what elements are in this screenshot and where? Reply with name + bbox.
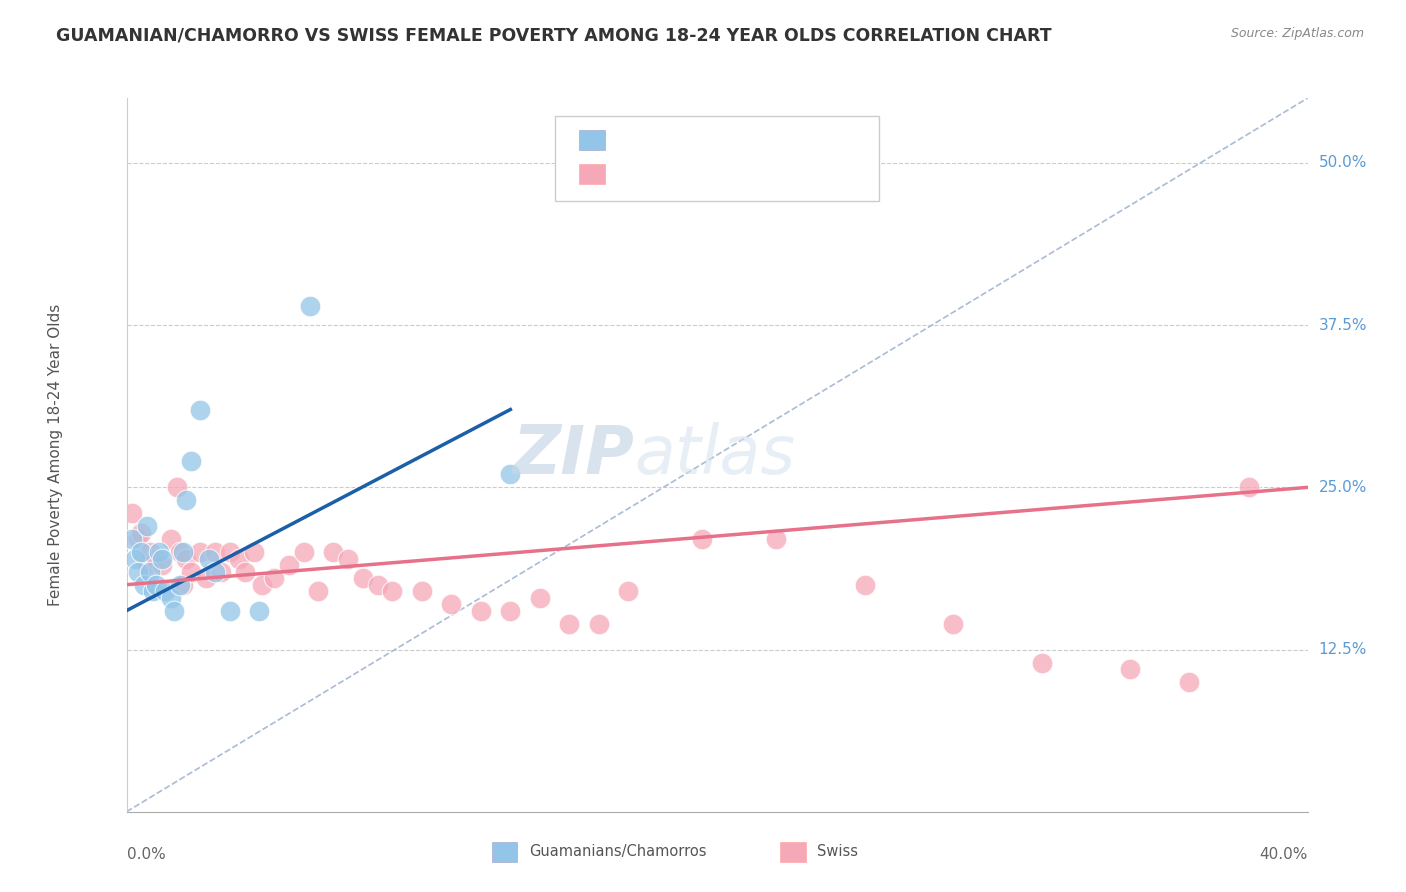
Point (198, 551, 221, 566)
Point (148, 545, 170, 559)
Point (204, 545, 226, 559)
Point (588, 616, 610, 631)
Point (292, 545, 315, 559)
Text: 12.5%: 12.5% (1319, 642, 1367, 657)
Point (853, 577, 876, 591)
Point (121, 506, 143, 520)
Text: R = 0.384: R = 0.384 (616, 131, 714, 149)
Point (188, 545, 211, 559)
Text: N = 47: N = 47 (738, 165, 806, 183)
Point (129, 545, 153, 559)
Point (209, 565, 232, 579)
Point (617, 584, 640, 599)
Point (124, 551, 146, 566)
Text: Female Poverty Among 18-24 Year Olds: Female Poverty Among 18-24 Year Olds (48, 304, 63, 606)
Point (322, 545, 344, 559)
Point (121, 533, 143, 547)
Point (499, 604, 522, 618)
Point (150, 558, 173, 573)
Point (242, 545, 264, 559)
Text: Source: ZipAtlas.com: Source: ZipAtlas.com (1230, 27, 1364, 40)
Point (169, 577, 191, 591)
Point (188, 402, 211, 417)
Text: ZIP: ZIP (513, 422, 634, 488)
Point (134, 577, 156, 591)
Text: 0.0%: 0.0% (127, 847, 166, 863)
Point (153, 584, 176, 599)
Point (765, 533, 787, 547)
Point (228, 551, 250, 566)
Point (558, 616, 581, 631)
Point (150, 551, 173, 566)
Text: R =  0.117: R = 0.117 (616, 165, 720, 183)
Text: N = 25: N = 25 (738, 131, 806, 149)
Point (352, 571, 374, 585)
Point (142, 584, 165, 599)
Point (278, 558, 301, 573)
Point (172, 577, 194, 591)
Point (252, 577, 274, 591)
Point (163, 604, 186, 618)
Point (1119, 662, 1142, 676)
Point (145, 551, 167, 566)
Text: GUAMANIAN/CHAMORRO VS SWISS FEMALE POVERTY AMONG 18-24 YEAR OLDS CORRELATION CHA: GUAMANIAN/CHAMORRO VS SWISS FEMALE POVER… (56, 27, 1052, 45)
Point (298, 299, 321, 313)
Point (219, 545, 242, 559)
Point (1178, 675, 1201, 690)
Text: Guamanians/Chamorros: Guamanians/Chamorros (529, 845, 706, 859)
Point (204, 565, 226, 579)
Point (139, 545, 162, 559)
Text: atlas: atlas (634, 422, 796, 488)
Point (139, 565, 162, 579)
Text: 25.0%: 25.0% (1319, 480, 1367, 495)
Text: 50.0%: 50.0% (1319, 155, 1367, 170)
Point (263, 571, 285, 585)
Point (233, 565, 256, 579)
Text: 40.0%: 40.0% (1260, 847, 1308, 863)
Point (136, 519, 159, 533)
Point (180, 565, 202, 579)
Point (166, 480, 188, 494)
Point (337, 551, 360, 566)
Point (1237, 480, 1260, 494)
Point (136, 558, 159, 573)
Point (499, 467, 522, 482)
Point (180, 454, 202, 468)
Point (145, 577, 167, 591)
Point (529, 591, 551, 605)
Point (219, 604, 242, 618)
Point (942, 616, 965, 631)
Text: Swiss: Swiss (817, 845, 858, 859)
Point (127, 533, 149, 547)
Point (127, 565, 149, 579)
Point (172, 545, 194, 559)
Point (195, 571, 218, 585)
Point (307, 584, 329, 599)
Point (129, 525, 153, 540)
Point (381, 584, 404, 599)
Point (159, 591, 183, 605)
Point (247, 604, 270, 618)
Point (411, 584, 433, 599)
Point (159, 533, 183, 547)
Point (1031, 656, 1053, 670)
Point (690, 533, 713, 547)
Point (470, 604, 492, 618)
Point (440, 597, 463, 611)
Point (174, 493, 197, 508)
Point (174, 551, 197, 566)
Text: 37.5%: 37.5% (1319, 318, 1367, 333)
Point (169, 545, 191, 559)
Point (366, 577, 388, 591)
